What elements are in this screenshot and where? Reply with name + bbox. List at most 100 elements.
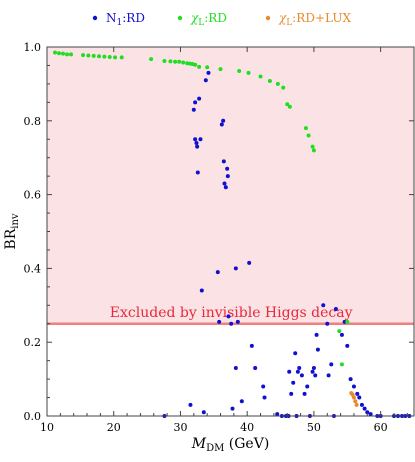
- point-series0-32: [253, 366, 258, 371]
- x-axis-ticks: 10 20 30 40 50 60: [40, 47, 408, 434]
- point-series0-30: [247, 260, 252, 265]
- point-series0-47: [302, 391, 307, 396]
- point-series1-24: [205, 65, 210, 70]
- point-series1-25: [218, 67, 223, 72]
- legend-marker-2: [265, 15, 271, 21]
- point-series0-4: [193, 137, 198, 142]
- exclusion-annotation: Excluded by invisible Higgs decay: [110, 305, 353, 321]
- y-tick-label: 0.0: [24, 410, 42, 423]
- point-series1-15: [168, 59, 173, 64]
- point-series0-24: [229, 321, 234, 326]
- point-series1-3: [65, 52, 70, 57]
- point-series1-26: [237, 68, 242, 73]
- point-series0-19: [222, 181, 227, 186]
- x-label-main: M: [191, 436, 207, 452]
- point-series1-23: [197, 64, 202, 69]
- point-series0-17: [221, 118, 226, 123]
- point-series0-25: [230, 406, 235, 411]
- point-series0-57: [326, 373, 331, 378]
- point-series0-44: [295, 369, 300, 374]
- point-series1-9: [102, 54, 107, 59]
- point-series1-17: [177, 59, 182, 64]
- point-series0-16: [219, 122, 224, 127]
- point-series0-54: [315, 347, 320, 352]
- point-series1-34: [303, 126, 308, 131]
- point-series0-58: [329, 362, 334, 367]
- y-axis-ticks: 0.0 0.2 0.4 0.6 0.8 1.0: [24, 41, 414, 423]
- point-series1-2: [61, 51, 66, 56]
- point-series1-0: [53, 50, 58, 55]
- y-tick-label: 0.4: [24, 262, 42, 275]
- point-series1-10: [107, 54, 112, 59]
- point-series1-27: [246, 70, 251, 75]
- point-series0-51: [311, 366, 316, 371]
- legend-marker-1: [177, 15, 183, 21]
- x-axis-label: MDM (GeV): [191, 436, 270, 454]
- point-series0-14: [215, 270, 220, 275]
- point-series0-9: [198, 137, 203, 142]
- y-tick-label: 0.6: [24, 189, 42, 202]
- point-series0-6: [195, 144, 200, 149]
- point-series0-27: [235, 319, 240, 324]
- plot-area: Excluded by invisible Higgs decay 10 20 30…: [24, 41, 415, 434]
- point-series1-13: [149, 57, 154, 62]
- point-series0-33: [261, 384, 266, 389]
- y-label-main: BR: [3, 228, 19, 249]
- point-series2-4: [354, 402, 359, 407]
- point-series1-16: [173, 59, 178, 64]
- point-series1-7: [91, 53, 96, 58]
- legend-marker-0: [92, 15, 98, 21]
- point-series0-7: [195, 170, 200, 175]
- excluded-region: [47, 47, 414, 324]
- point-series1-31: [281, 85, 286, 90]
- y-tick-label: 0.8: [24, 115, 42, 128]
- point-series0-20: [223, 185, 228, 190]
- data-points: [53, 50, 412, 418]
- x-label-unit: (GeV): [224, 436, 269, 452]
- point-series0-66: [355, 391, 360, 396]
- point-series1-28: [258, 74, 263, 79]
- legend-label-1: χL:RD: [190, 11, 227, 28]
- point-series1-37: [311, 148, 316, 153]
- point-series0-42: [293, 351, 298, 356]
- point-series0-1: [188, 402, 193, 407]
- y-axis-label: BRinv: [3, 213, 21, 249]
- point-series1-12: [119, 55, 124, 60]
- y-tick-label: 1.0: [24, 41, 42, 54]
- point-series0-21: [225, 166, 230, 171]
- point-series0-65: [351, 384, 356, 389]
- point-series0-10: [199, 288, 204, 293]
- point-series0-50: [310, 369, 315, 374]
- point-series0-2: [191, 107, 196, 112]
- point-series1-29: [267, 78, 272, 83]
- point-series1-6: [86, 53, 91, 58]
- point-series2-2: [351, 395, 356, 400]
- point-series0-29: [239, 399, 244, 404]
- point-series0-63: [345, 343, 350, 348]
- point-series0-8: [197, 96, 202, 101]
- point-series0-28: [233, 366, 238, 371]
- point-series0-34: [262, 395, 267, 400]
- point-series0-18: [221, 159, 226, 164]
- point-series0-67: [357, 395, 362, 400]
- point-series0-69: [362, 406, 367, 411]
- point-series0-60: [333, 306, 338, 311]
- point-series0-22: [225, 174, 230, 179]
- point-series1-11: [113, 55, 118, 60]
- point-series0-53: [314, 332, 319, 337]
- x-tick-label: 30: [173, 421, 187, 434]
- point-series0-48: [305, 384, 310, 389]
- point-series1-4: [69, 52, 74, 57]
- point-series0-68: [359, 402, 364, 407]
- point-series1-32: [285, 102, 290, 107]
- x-tick-label: 20: [107, 421, 121, 434]
- x-tick-label: 50: [307, 421, 321, 434]
- point-series0-55: [321, 303, 326, 308]
- point-series0-46: [299, 373, 304, 378]
- point-series0-26: [233, 266, 238, 271]
- x-label-sub: DM: [206, 443, 224, 454]
- point-series1-18: [181, 60, 186, 65]
- point-series2-3: [353, 399, 358, 404]
- point-series0-52: [313, 373, 318, 378]
